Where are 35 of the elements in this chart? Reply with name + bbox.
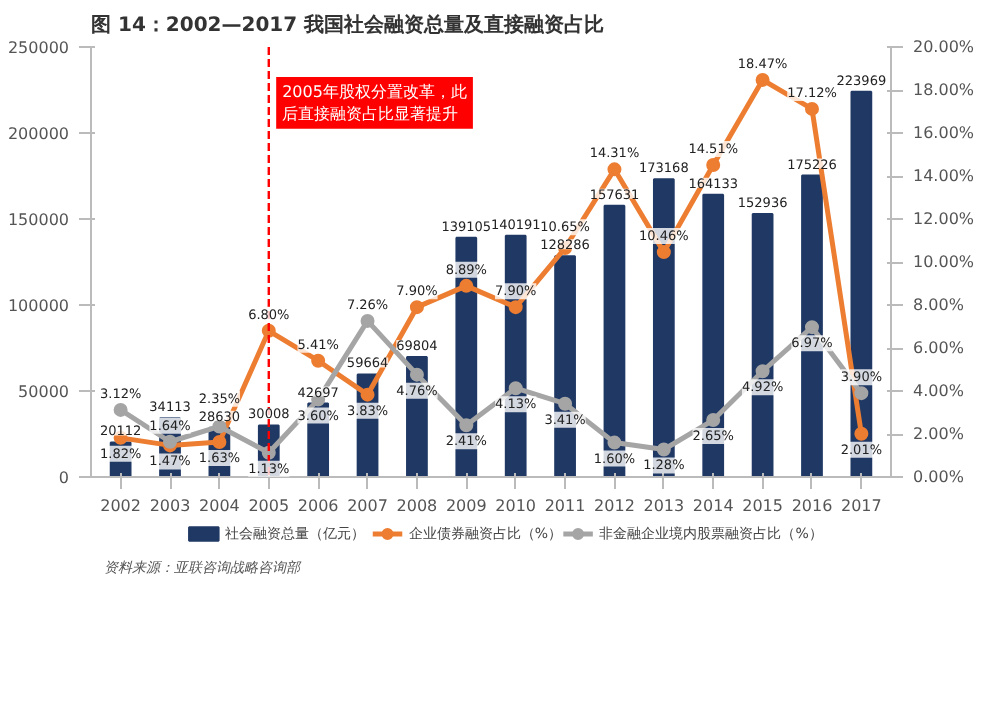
x-tick-label: 2006 [297,497,339,515]
x-tick-label: 2003 [149,497,191,515]
y2-tick-label: 2.00% [913,425,965,443]
y-tick-label: 150000 [7,211,70,229]
ref-line-label: 2005年股权分置改革，此后直接融资占比显著提升 [282,83,467,123]
chart-title: 图 14：2002—2017 我国社会融资总量及直接融资占比 [91,13,605,37]
y-tick-label: 50000 [18,383,70,401]
x-tick-label: 2007 [347,497,388,515]
y2-tick-label: 4.00% [913,382,965,400]
y-tick-label: 100000 [7,297,70,315]
x-tick-label: 2017 [841,497,882,515]
y2-tick-label: 12.00% [913,210,975,228]
y2-tick-label: 20.00% [913,38,975,56]
x-tick-label: 2016 [791,497,833,515]
y2-tick-label: 8.00% [913,296,965,314]
x-tick-label: 2008 [396,497,438,515]
y2-tick-label: 0.00% [913,468,965,486]
x-tick-label: 2015 [742,497,783,515]
y2-tick-label: 18.00% [913,81,975,99]
y-tick-label: 250000 [7,39,70,57]
y-tick-label: 200000 [7,125,70,143]
x-tick-label: 2005 [248,497,290,515]
x-tick-label: 2009 [445,497,487,515]
x-tick-label: 2011 [544,497,586,515]
y2-tick-label: 16.00% [913,124,975,142]
x-tick-label: 2012 [594,497,635,515]
x-tick-label: 2002 [100,497,141,515]
x-tick-label: 2010 [495,497,537,515]
y-tick-label: 0 [58,469,70,487]
y2-tick-label: 6.00% [913,339,965,357]
y2-tick-label: 10.00% [913,253,975,271]
y2-tick-label: 14.00% [913,167,975,185]
x-tick-label: 2013 [643,497,685,515]
x-tick-label: 2004 [199,497,240,515]
x-tick-label: 2014 [692,497,734,515]
